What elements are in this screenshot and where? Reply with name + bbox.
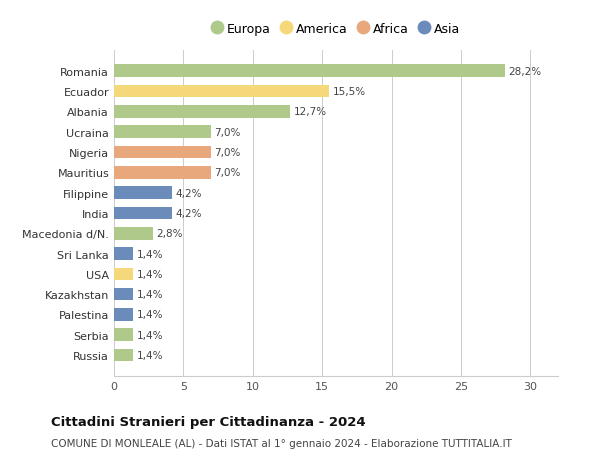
Bar [114, 288, 133, 301]
Text: 1,4%: 1,4% [137, 350, 163, 360]
Bar [114, 106, 290, 118]
Bar [114, 126, 211, 139]
Bar [114, 329, 133, 341]
Text: 7,0%: 7,0% [215, 168, 241, 178]
Text: 1,4%: 1,4% [137, 310, 163, 320]
Legend: Europa, America, Africa, Asia: Europa, America, Africa, Asia [207, 17, 465, 40]
Text: 7,0%: 7,0% [215, 128, 241, 137]
Text: COMUNE DI MONLEALE (AL) - Dati ISTAT al 1° gennaio 2024 - Elaborazione TUTTITALI: COMUNE DI MONLEALE (AL) - Dati ISTAT al … [51, 438, 512, 448]
Text: 15,5%: 15,5% [332, 87, 365, 97]
Text: 1,4%: 1,4% [137, 330, 163, 340]
Text: 28,2%: 28,2% [509, 67, 542, 77]
Bar [114, 146, 211, 159]
Text: 4,2%: 4,2% [176, 208, 202, 218]
Bar [114, 349, 133, 362]
Bar [114, 207, 172, 220]
Bar [114, 65, 505, 78]
Text: 1,4%: 1,4% [137, 290, 163, 299]
Text: 4,2%: 4,2% [176, 188, 202, 198]
Text: 7,0%: 7,0% [215, 148, 241, 157]
Text: 1,4%: 1,4% [137, 249, 163, 259]
Bar [114, 227, 153, 240]
Bar [114, 308, 133, 321]
Bar [114, 187, 172, 200]
Text: 2,8%: 2,8% [157, 229, 183, 239]
Text: 12,7%: 12,7% [293, 107, 327, 117]
Bar [114, 268, 133, 280]
Bar [114, 248, 133, 260]
Bar [114, 167, 211, 179]
Bar [114, 85, 329, 98]
Text: 1,4%: 1,4% [137, 269, 163, 279]
Text: Cittadini Stranieri per Cittadinanza - 2024: Cittadini Stranieri per Cittadinanza - 2… [51, 415, 365, 428]
